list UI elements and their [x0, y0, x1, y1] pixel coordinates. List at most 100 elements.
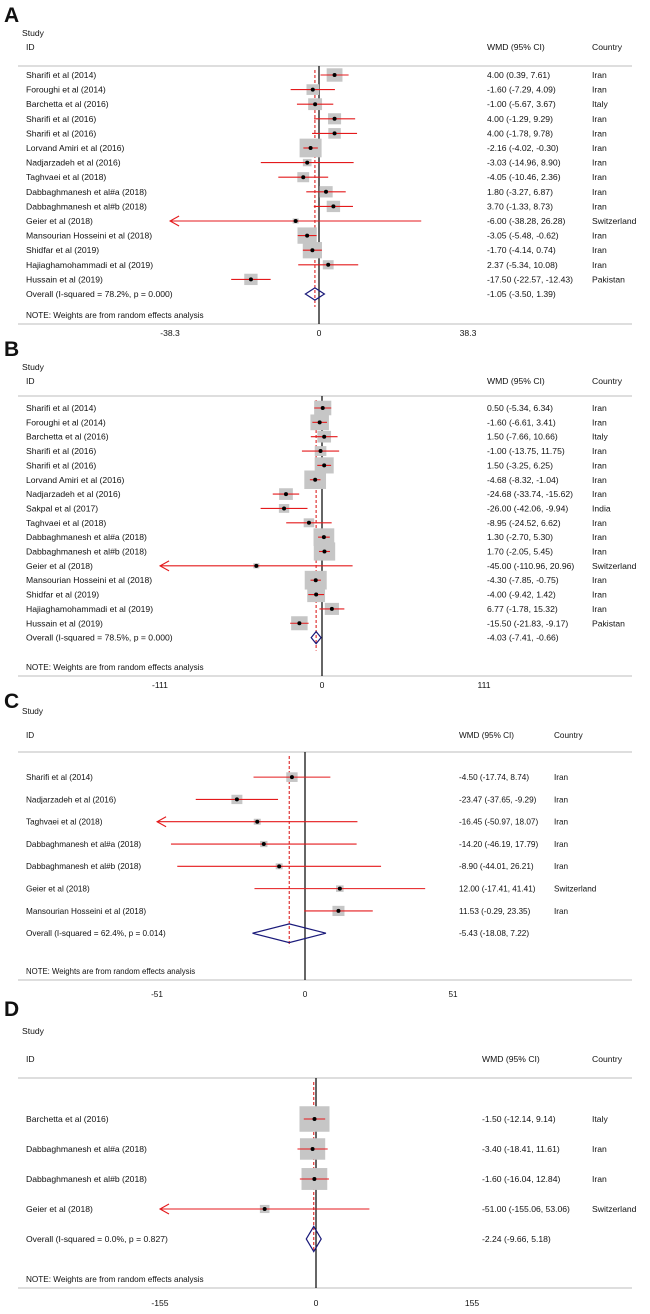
study-point-estimate	[289, 775, 294, 780]
study-point-estimate	[313, 102, 318, 107]
study-point-estimate	[305, 160, 310, 165]
study-name: Mansourian Hosseini et al (2018)	[26, 907, 146, 916]
overall-label: Overall (I-squared = 78.5%, p = 0.000)	[26, 633, 173, 643]
study-name: Dabbaghmanesh et al#b (2018)	[26, 201, 147, 211]
study-name: Taghvaei et al (2018)	[26, 172, 106, 182]
header-effect: WMD (95% CI)	[487, 376, 545, 386]
study-country: Iran	[592, 489, 607, 499]
header-country: Country	[554, 731, 584, 740]
study-name: Taghvaei et al (2018)	[26, 518, 106, 528]
study-effect-label: -24.68 (-33.74, -15.62)	[487, 489, 573, 499]
study-country: Iran	[592, 547, 607, 557]
overall-effect-label: -1.05 (-3.50, 1.39)	[487, 289, 556, 299]
study-point-estimate	[336, 908, 341, 913]
study-name: Dabbaghmanesh et al#b (2018)	[26, 547, 147, 557]
overall-effect-label: -4.03 (-7.41, -0.66)	[487, 633, 559, 643]
panel-label-B: B	[4, 338, 19, 361]
study-country: Iran	[554, 907, 569, 916]
x-tick-label: -38.3	[160, 328, 180, 338]
study-point-estimate	[234, 797, 239, 802]
study-effect-label: 4.00 (0.39, 7.61)	[487, 70, 550, 80]
study-point-estimate	[310, 248, 315, 253]
study-name: Shidfar et al (2019)	[26, 245, 99, 255]
study-point-estimate	[326, 262, 331, 267]
study-effect-label: -1.60 (-7.29, 4.09)	[487, 85, 556, 95]
study-name: Lorvand Amiri et al (2016)	[26, 143, 125, 153]
study-effect-label: -1.70 (-4.14, 0.74)	[487, 245, 556, 255]
study-effect-label: -17.50 (-22.57, -12.43)	[487, 274, 573, 284]
study-name: Sharifi et al (2014)	[26, 773, 93, 782]
study-name: Lorvand Amiri et al (2016)	[26, 475, 125, 485]
study-effect-label: -3.05 (-5.48, -0.62)	[487, 231, 559, 241]
overall-label: Overall (I-squared = 0.0%, p = 0.827)	[26, 1234, 168, 1244]
study-name: Hussain et al (2019)	[26, 274, 103, 284]
study-country: Pakistan	[592, 274, 625, 284]
study-point-estimate	[331, 204, 336, 209]
study-effect-label: -26.00 (-42.06, -9.94)	[487, 503, 568, 513]
study-name: Hussain et al (2019)	[26, 618, 103, 628]
study-point-estimate	[318, 449, 323, 454]
study-effect-label: -8.90 (-44.01, 26.21)	[459, 862, 534, 871]
study-name: Foroughi et al (2014)	[26, 417, 106, 427]
study-effect-label: 6.77 (-1.78, 15.32)	[487, 604, 558, 614]
study-country: Pakistan	[592, 618, 625, 628]
study-ci-arrow-left	[168, 215, 180, 227]
study-point-estimate	[312, 1116, 317, 1121]
study-name: Dabbaghmanesh et al#a (2018)	[26, 840, 141, 849]
study-point-estimate	[312, 1176, 317, 1181]
study-country: Iran	[592, 143, 607, 153]
header-study: Study	[22, 28, 45, 38]
study-name: Barchetta et al (2016)	[26, 1114, 109, 1124]
study-effect-label: 1.70 (-2.05, 5.45)	[487, 547, 553, 557]
study-country: Iran	[592, 114, 607, 124]
study-effect-label: -4.05 (-10.46, 2.36)	[487, 172, 561, 182]
study-name: Geier et al (2018)	[26, 216, 93, 226]
study-country: Switzerland	[592, 1204, 637, 1214]
overall-label: Overall (I-squared = 62.4%, p = 0.014)	[26, 929, 166, 938]
study-country: Iran	[592, 201, 607, 211]
header-effect: WMD (95% CI)	[482, 1054, 540, 1064]
overall-diamond	[305, 1225, 322, 1253]
study-point-estimate	[308, 145, 313, 150]
study-name: Sharifi et al (2016)	[26, 114, 96, 124]
panel-label-D: D	[4, 998, 19, 1021]
study-point-estimate	[332, 72, 337, 77]
study-point-estimate	[320, 405, 325, 410]
study-name: Taghvaei et al (2018)	[26, 818, 103, 827]
study-country: Iran	[554, 795, 569, 804]
overall-effect-label: -5.43 (-18.08, 7.22)	[459, 929, 529, 938]
study-effect-label: -4.50 (-17.74, 8.74)	[459, 773, 529, 782]
study-effect-label: -2.16 (-4.02, -0.30)	[487, 143, 559, 153]
study-point-estimate	[301, 175, 306, 180]
study-point-estimate	[313, 578, 318, 583]
study-point-estimate	[322, 434, 327, 439]
study-name: Mansourian Hosseini et al (2018)	[26, 575, 152, 585]
study-name: Nadjarzadeh et al (2016)	[26, 795, 116, 804]
study-effect-label: 0.50 (-5.34, 6.34)	[487, 403, 553, 413]
study-effect-label: -45.00 (-110.96, 20.96)	[487, 561, 574, 571]
study-name: Geier et al (2018)	[26, 561, 93, 571]
study-name: Dabbaghmanesh et al#a (2018)	[26, 1144, 147, 1154]
study-country: Iran	[554, 818, 569, 827]
overall-diamond	[304, 287, 326, 301]
study-effect-label: -23.47 (-37.65, -9.29)	[459, 795, 537, 804]
study-point-estimate	[314, 592, 319, 597]
study-country: Iran	[592, 1174, 607, 1184]
study-effect-label: 4.00 (-1.29, 9.29)	[487, 114, 553, 124]
study-name: Dabbaghmanesh et al#a (2018)	[26, 187, 147, 197]
study-effect-label: -3.40 (-18.41, 11.61)	[482, 1144, 560, 1154]
weights-note: NOTE: Weights are from random effects an…	[26, 967, 195, 976]
study-country: Iran	[592, 475, 607, 485]
study-country: Iran	[592, 260, 607, 270]
study-point-estimate	[313, 477, 318, 482]
study-effect-label: 3.70 (-1.33, 8.73)	[487, 201, 553, 211]
study-point-estimate	[305, 233, 310, 238]
study-effect-label: -4.30 (-7.85, -0.75)	[487, 575, 559, 585]
study-country: Italy	[592, 432, 608, 442]
study-country: Iran	[592, 604, 607, 614]
x-tick-label: -51	[151, 990, 163, 999]
study-name: Sakpal et al (2017)	[26, 503, 98, 513]
x-tick-label: 0	[317, 328, 322, 338]
x-tick-label: -155	[151, 1298, 168, 1308]
study-point-estimate	[332, 131, 337, 136]
